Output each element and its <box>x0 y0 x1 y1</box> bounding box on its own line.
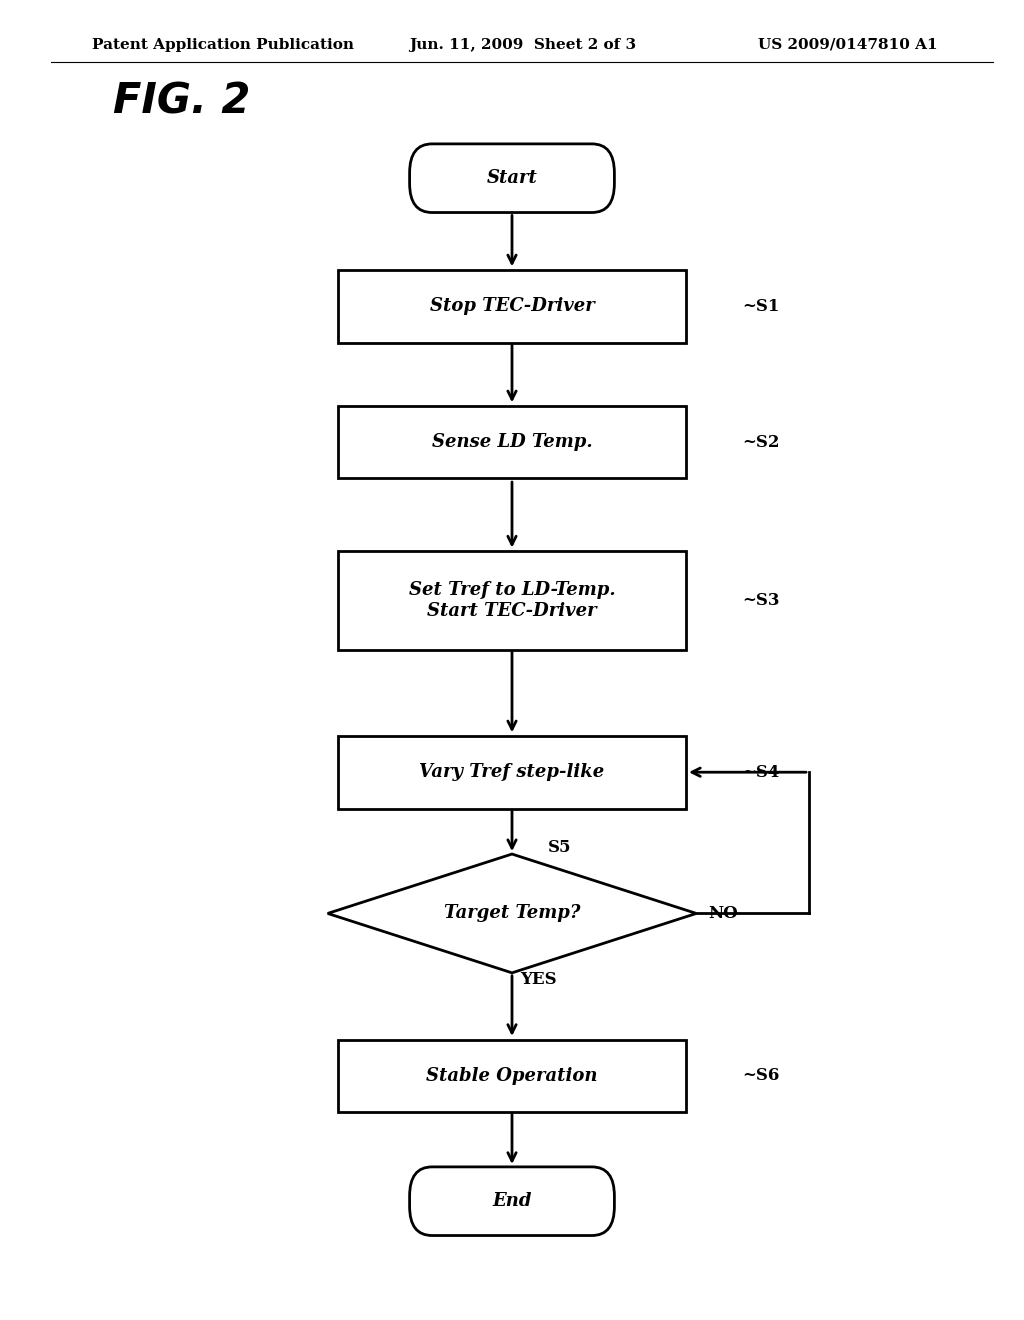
Bar <box>338 1040 686 1111</box>
Text: Target Temp?: Target Temp? <box>443 904 581 923</box>
Text: Set Tref to LD-Temp.
Start TEC-Driver: Set Tref to LD-Temp. Start TEC-Driver <box>409 581 615 620</box>
Text: Jun. 11, 2009  Sheet 2 of 3: Jun. 11, 2009 Sheet 2 of 3 <box>410 38 637 51</box>
FancyBboxPatch shape <box>410 144 614 213</box>
FancyBboxPatch shape <box>410 1167 614 1236</box>
Text: Patent Application Publication: Patent Application Publication <box>92 38 354 51</box>
Bar <box>338 405 686 478</box>
Text: Stable Operation: Stable Operation <box>426 1067 598 1085</box>
Text: YES: YES <box>520 972 557 987</box>
Bar <box>338 552 686 649</box>
Text: Start: Start <box>486 169 538 187</box>
Text: Stop TEC-Driver: Stop TEC-Driver <box>430 297 594 315</box>
Text: ~S4: ~S4 <box>742 764 779 780</box>
Text: US 2009/0147810 A1: US 2009/0147810 A1 <box>758 38 937 51</box>
Text: ~S1: ~S1 <box>742 298 779 314</box>
Polygon shape <box>328 854 696 973</box>
Text: End: End <box>493 1192 531 1210</box>
Text: NO: NO <box>709 906 738 921</box>
Text: S5: S5 <box>548 840 571 855</box>
Bar <box>338 269 686 342</box>
Text: ~S3: ~S3 <box>742 593 780 609</box>
Text: FIG. 2: FIG. 2 <box>113 81 250 123</box>
Text: ~S6: ~S6 <box>742 1068 779 1084</box>
Text: ~S2: ~S2 <box>742 434 780 450</box>
Bar <box>338 737 686 808</box>
Text: Vary Tref step-like: Vary Tref step-like <box>420 763 604 781</box>
Text: Sense LD Temp.: Sense LD Temp. <box>432 433 592 451</box>
